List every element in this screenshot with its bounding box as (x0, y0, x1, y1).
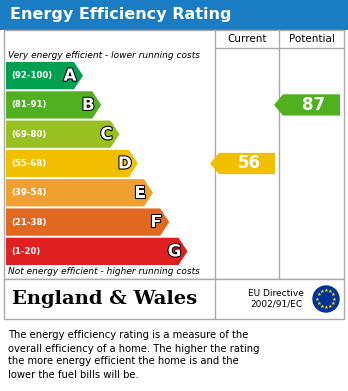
Polygon shape (6, 179, 153, 206)
Polygon shape (6, 120, 120, 148)
Text: A: A (64, 66, 77, 84)
Bar (0, 0, 348, 30)
Text: ★: ★ (328, 304, 333, 309)
Text: G: G (168, 242, 181, 260)
Bar (4, 279, 344, 319)
Text: ★: ★ (324, 305, 329, 310)
Text: ★: ★ (315, 296, 320, 301)
Text: (21-38): (21-38) (11, 217, 46, 226)
Text: Current: Current (227, 34, 267, 44)
Polygon shape (6, 208, 169, 236)
Text: The energy efficiency rating is a measure of the: The energy efficiency rating is a measur… (8, 330, 248, 341)
Text: ★: ★ (331, 292, 336, 297)
Polygon shape (210, 153, 275, 174)
Text: (39-54): (39-54) (11, 188, 46, 197)
Text: ★: ★ (324, 288, 329, 293)
Text: Very energy efficient - lower running costs: Very energy efficient - lower running co… (8, 50, 200, 59)
Text: C: C (101, 125, 113, 143)
Bar (4, 30, 344, 279)
Text: D: D (118, 154, 132, 172)
Text: (69-80): (69-80) (11, 130, 46, 139)
Text: England & Wales: England & Wales (12, 290, 197, 308)
Polygon shape (6, 238, 188, 265)
Text: ★: ★ (328, 289, 333, 294)
Text: Not energy efficient - higher running costs: Not energy efficient - higher running co… (8, 267, 200, 276)
Text: F: F (151, 213, 162, 231)
Text: B: B (82, 96, 95, 114)
Text: Potential: Potential (288, 34, 334, 44)
Text: EU Directive: EU Directive (248, 289, 304, 298)
Text: (1-20): (1-20) (11, 247, 40, 256)
Text: 56: 56 (237, 154, 261, 172)
Text: Energy Efficiency Rating: Energy Efficiency Rating (10, 7, 231, 23)
Text: ★: ★ (316, 301, 321, 306)
Text: lower the fuel bills will be.: lower the fuel bills will be. (8, 369, 139, 380)
Text: 2002/91/EC: 2002/91/EC (250, 300, 302, 308)
Text: (92-100): (92-100) (11, 71, 52, 80)
Text: 87: 87 (302, 96, 325, 114)
Text: ★: ★ (319, 304, 324, 309)
Text: E: E (134, 184, 146, 202)
Polygon shape (6, 91, 101, 118)
Polygon shape (6, 150, 138, 177)
Polygon shape (6, 62, 83, 89)
Polygon shape (274, 94, 340, 116)
Text: ★: ★ (332, 296, 337, 301)
Text: (81-91): (81-91) (11, 100, 46, 109)
Circle shape (313, 286, 339, 312)
Text: ★: ★ (319, 289, 324, 294)
Text: ★: ★ (316, 292, 321, 297)
Text: (55-68): (55-68) (11, 159, 46, 168)
Text: overall efficiency of a home. The higher the rating: overall efficiency of a home. The higher… (8, 344, 260, 353)
Text: ★: ★ (331, 301, 336, 306)
Text: the more energy efficient the home is and the: the more energy efficient the home is an… (8, 357, 239, 366)
